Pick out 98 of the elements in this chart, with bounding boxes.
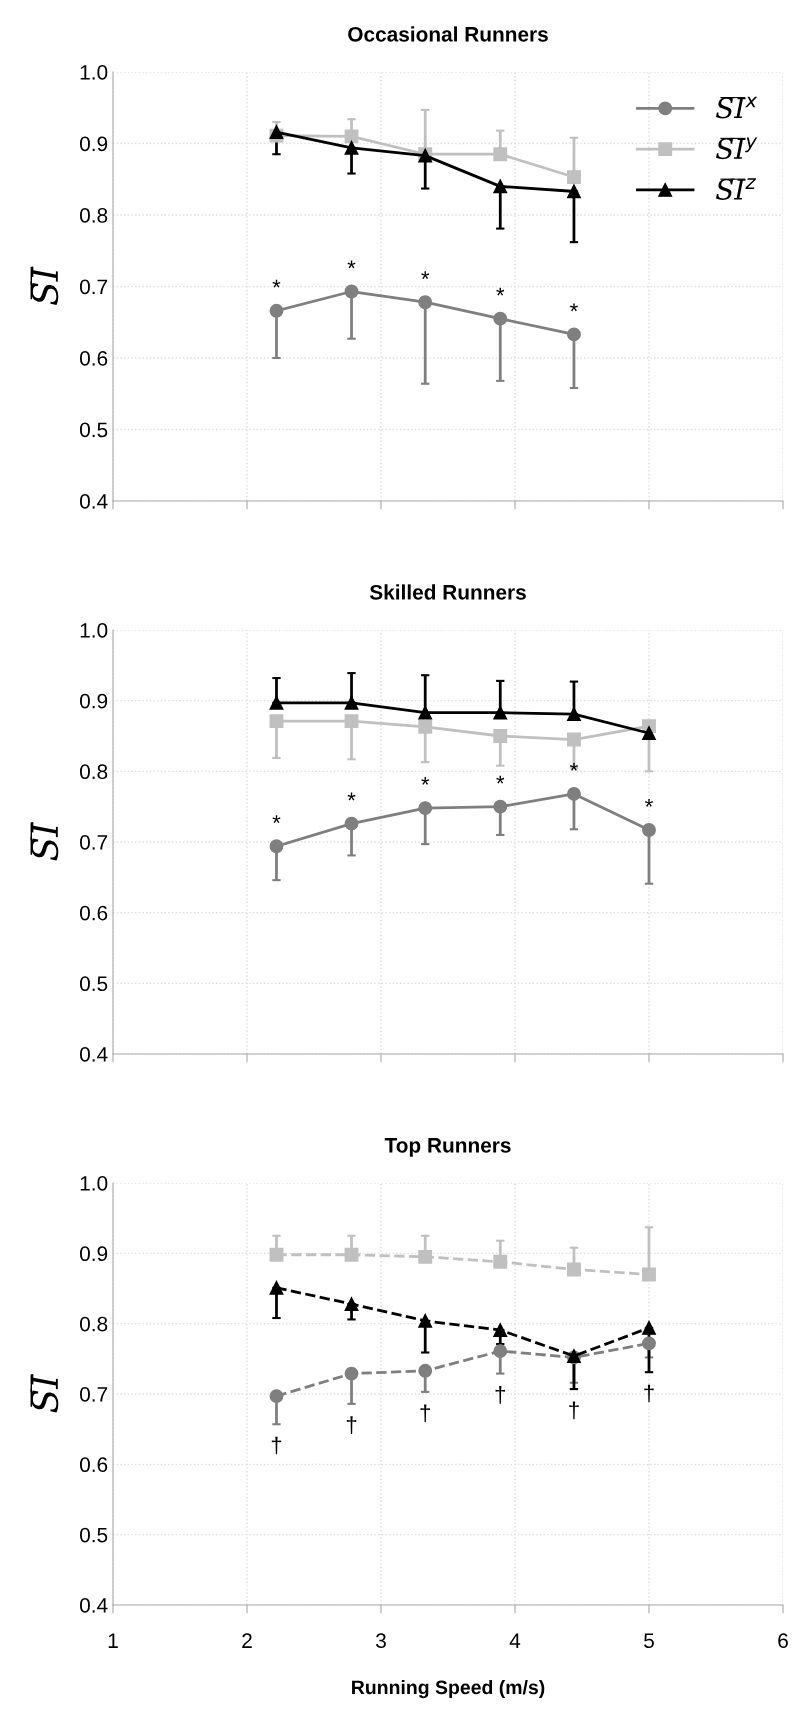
chart-title: Top Runners: [384, 1138, 511, 1157]
x-tick-label: 4: [509, 1633, 521, 1648]
chart-title: Skilled Runners: [369, 584, 526, 600]
point: [642, 1336, 656, 1351]
point: [567, 184, 581, 199]
y-tick-label: 0.6: [79, 351, 108, 366]
point: [269, 303, 284, 318]
annotation: †: [271, 1436, 282, 1455]
x-tick-label: 5: [644, 1633, 654, 1649]
annotation: †: [346, 1416, 357, 1434]
point: [567, 327, 581, 342]
y-tick-label: 0.8: [79, 208, 108, 223]
y-tick-label: 0.6: [79, 905, 108, 921]
annotation: †: [420, 1404, 430, 1422]
x-tick-label: 2: [242, 1633, 252, 1648]
point: [493, 705, 508, 720]
annotation: *: [569, 303, 578, 312]
y-tick-label: 1.0: [80, 1176, 108, 1191]
annotation: *: [347, 260, 356, 269]
y-axis-title: S̅I̅: [30, 266, 59, 305]
point: [642, 1267, 656, 1282]
point: [493, 1344, 508, 1359]
y-tick-label: 1.0: [80, 623, 108, 638]
point: [418, 705, 433, 720]
annotation: *: [347, 792, 356, 801]
point: [493, 729, 508, 743]
legend-label: S̅I̅$^{x}$: [716, 96, 758, 119]
y-tick-label: 0.9: [79, 136, 108, 152]
x-tick-label: 1: [108, 1633, 118, 1648]
point: [567, 787, 581, 801]
point: [418, 801, 433, 816]
point: [493, 147, 508, 162]
point: [418, 295, 433, 310]
point: [269, 714, 284, 729]
y-tick-label: 0.5: [79, 422, 108, 438]
annotation: *: [496, 287, 505, 296]
y-tick-label: 0.7: [79, 1387, 108, 1402]
y-tick-label: 0.4: [79, 494, 108, 509]
annotation: *: [421, 777, 430, 785]
point: [344, 1297, 359, 1311]
point: [418, 1313, 433, 1328]
y-tick-label: 0.7: [79, 835, 108, 850]
x-tick-label: 6: [778, 1633, 788, 1649]
y-tick-label: 1.0: [80, 65, 108, 80]
point: [344, 695, 359, 710]
y-tick-label: 0.4: [79, 1047, 108, 1062]
point: [567, 707, 581, 722]
point: [493, 799, 508, 814]
annotation: †: [495, 1386, 505, 1404]
annotation: *: [421, 271, 430, 280]
y-tick-label: 0.8: [79, 1316, 108, 1332]
point: [344, 714, 359, 729]
annotation: *: [645, 798, 653, 807]
annotation: †: [644, 1384, 654, 1403]
point: [418, 719, 433, 734]
y-tick-label: 0.5: [79, 976, 108, 992]
legend-label: S̅I̅$^{y}$: [716, 137, 758, 160]
y-tick-label: 0.4: [79, 1598, 108, 1613]
y-axis-title: S̅I̅: [30, 821, 59, 861]
point: [642, 1320, 656, 1335]
y-tick-label: 0.6: [79, 1457, 108, 1473]
y-tick-label: 0.9: [79, 1246, 108, 1262]
point: [269, 695, 284, 710]
point: [269, 1247, 284, 1262]
point: [493, 179, 508, 194]
point: [344, 140, 359, 155]
point: [344, 1366, 359, 1381]
annotation: †: [569, 1401, 579, 1420]
point: [418, 1363, 433, 1378]
y-tick-label: 0.7: [79, 279, 108, 295]
point: [344, 129, 359, 144]
point: [642, 726, 656, 741]
y-tick-label: 0.9: [79, 693, 108, 709]
point: [493, 311, 508, 326]
point: [269, 839, 284, 854]
chart-title: Occasional Runners: [348, 26, 548, 42]
y-tick-label: 0.5: [79, 1527, 108, 1543]
y-axis-title: S̅I̅: [30, 1373, 59, 1413]
point: [344, 284, 359, 299]
point: [269, 1389, 284, 1404]
x-axis-title: Running Speed (m/s): [352, 1679, 545, 1699]
point: [344, 1247, 359, 1262]
point: [567, 170, 581, 185]
point: [567, 1262, 581, 1277]
legend-label: S̅I̅$^{z}$: [716, 178, 757, 200]
annotation: *: [272, 279, 281, 288]
point: [642, 823, 656, 837]
point: [418, 1249, 433, 1264]
y-tick-label: 0.8: [79, 764, 108, 780]
point: [493, 1323, 508, 1337]
point: [493, 1254, 508, 1269]
point: [344, 816, 359, 831]
annotation: *: [272, 815, 281, 824]
point: [567, 732, 581, 747]
annotation: *: [496, 775, 505, 784]
annotation: *: [569, 762, 578, 771]
x-tick-label: 3: [376, 1633, 386, 1649]
point: [269, 1280, 284, 1295]
